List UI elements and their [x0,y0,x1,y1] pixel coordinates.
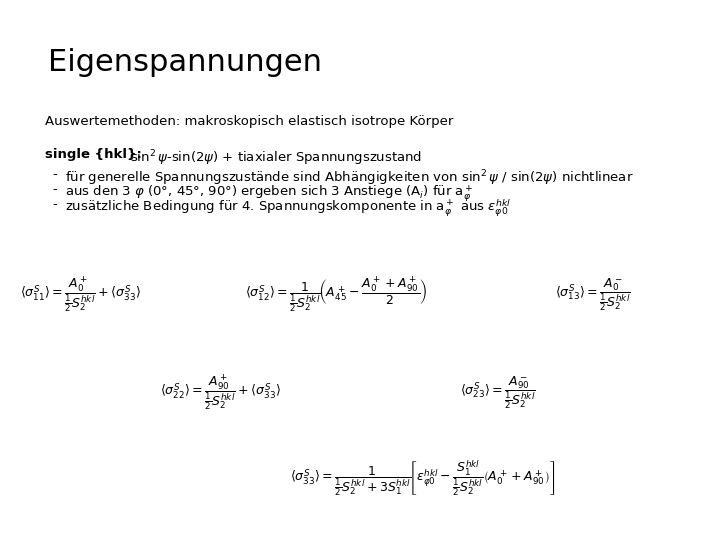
Text: für generelle Spannungszustände sind Abhängigkeiten von $\sin^2\psi$ / sin(2$\ps: für generelle Spannungszustände sind Abh… [65,168,634,187]
Text: $\langle\sigma^S_{33}\rangle = \dfrac{1}{\frac{1}{2}S_2^{hkl} + 3S_1^{hkl}}\!\le: $\langle\sigma^S_{33}\rangle = \dfrac{1}… [290,458,555,498]
Text: $\langle\sigma^S_{13}\rangle = \dfrac{A_0^-}{\frac{1}{2}S_2^{hkl}}$: $\langle\sigma^S_{13}\rangle = \dfrac{A_… [555,276,631,314]
Text: -: - [52,183,57,196]
Text: Auswertemethoden: makroskopisch elastisch isotrope Körper: Auswertemethoden: makroskopisch elastisc… [45,115,454,128]
Text: Eigenspannungen: Eigenspannungen [48,48,322,77]
Text: aus den 3 $\varphi$ (0°, 45°, 90°) ergeben sich 3 Anstiege (A$_i$) für a$^+_\var: aus den 3 $\varphi$ (0°, 45°, 90°) ergeb… [65,183,474,204]
Text: single {hkl}:: single {hkl}: [45,148,142,161]
Text: $\langle\sigma^S_{23}\rangle = \dfrac{A_{90}^-}{\frac{1}{2}S_2^{hkl}}$: $\langle\sigma^S_{23}\rangle = \dfrac{A_… [460,375,536,411]
Text: -: - [52,198,57,211]
Text: zusätzliche Bedingung für 4. Spannungskomponente in a$^+_\varphi$ aus $\varepsil: zusätzliche Bedingung für 4. Spannungsko… [65,198,511,219]
Text: $\sin^2\psi$-sin(2$\psi$) + tiaxialer Spannungszustand: $\sin^2\psi$-sin(2$\psi$) + tiaxialer Sp… [130,148,422,167]
Text: -: - [52,168,57,181]
Text: $\langle\sigma^S_{11}\rangle = \dfrac{A_0^+}{\frac{1}{2}S_2^{hkl}} + \langle\sig: $\langle\sigma^S_{11}\rangle = \dfrac{A_… [20,275,141,315]
Text: $\langle\sigma^S_{12}\rangle = \dfrac{1}{\frac{1}{2}S_2^{hkl}}\!\left(A_{45}^+ -: $\langle\sigma^S_{12}\rangle = \dfrac{1}… [245,275,428,315]
Text: $\langle\sigma^S_{22}\rangle = \dfrac{A_{90}^+}{\frac{1}{2}S_2^{hkl}} + \langle\: $\langle\sigma^S_{22}\rangle = \dfrac{A_… [160,373,281,413]
